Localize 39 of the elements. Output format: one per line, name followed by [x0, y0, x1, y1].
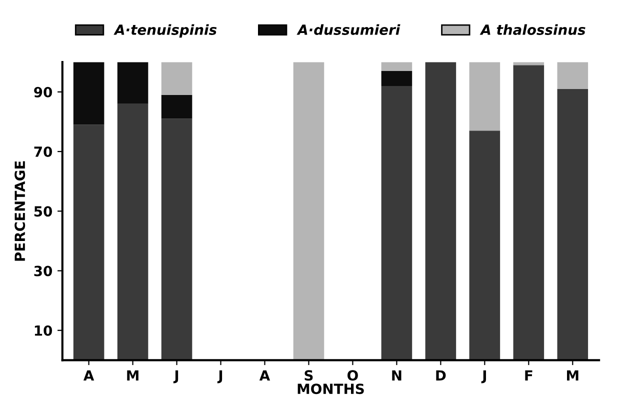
x-tick-label: N — [392, 370, 402, 380]
y-tick-label: 50 — [34, 206, 52, 217]
bar — [513, 65, 544, 360]
bar — [161, 118, 192, 360]
x-tick-label: F — [525, 370, 532, 380]
x-tick-label: S — [304, 370, 313, 381]
x-tick-label: J — [173, 370, 178, 384]
x-tick-label: A — [259, 370, 270, 380]
bar — [117, 62, 148, 104]
legend-label: A thalossinus — [480, 24, 586, 35]
y-tick-label: 30 — [34, 266, 52, 276]
bar — [557, 62, 588, 89]
bar — [117, 104, 148, 360]
legend-label: A·tenuispinis — [114, 24, 217, 38]
x-tick-label: M — [127, 370, 138, 380]
bar — [381, 62, 412, 72]
x-tick-label: A — [83, 370, 94, 380]
x-tick-label: M — [567, 370, 578, 380]
x-tick-label: D — [436, 370, 446, 380]
bar — [73, 62, 104, 125]
bar — [381, 86, 412, 360]
x-tick-label: J — [481, 370, 486, 384]
bar — [381, 71, 412, 86]
x-tick-label: J — [217, 370, 222, 384]
x-axis-title: MONTHS — [298, 384, 364, 394]
bar — [73, 124, 104, 360]
y-tick-label: 70 — [34, 146, 52, 157]
bar — [469, 62, 500, 131]
bar — [161, 62, 192, 95]
y-tick-label: 90 — [34, 86, 52, 98]
bar — [469, 130, 500, 360]
y-tick-label: 10 — [34, 325, 52, 336]
x-tick-label: O — [348, 370, 358, 381]
bar — [161, 94, 192, 119]
bar — [293, 62, 324, 360]
bar — [425, 62, 456, 360]
bar — [557, 88, 588, 360]
legend-label: A·dussumieri — [296, 24, 400, 35]
y-axis-title: PERCENTAGE — [14, 161, 26, 261]
